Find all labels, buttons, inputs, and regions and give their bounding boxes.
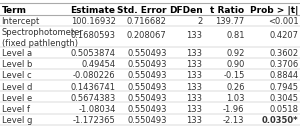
Text: 0.81: 0.81 [226, 30, 244, 40]
Text: Level g: Level g [2, 116, 32, 125]
Text: 0.4207: 0.4207 [269, 30, 298, 40]
Text: Level f: Level f [2, 105, 29, 114]
Text: 0.550493: 0.550493 [127, 60, 166, 69]
Text: 0.8844: 0.8844 [269, 71, 298, 80]
Text: 0.7945: 0.7945 [269, 83, 298, 92]
Text: -1.96: -1.96 [223, 105, 244, 114]
Text: 0.550493: 0.550493 [127, 94, 166, 103]
Text: 0.0518: 0.0518 [269, 105, 298, 114]
Text: Estimate: Estimate [70, 6, 116, 15]
Text: 139.77: 139.77 [215, 17, 244, 26]
Text: 0.92: 0.92 [226, 49, 244, 58]
Text: 133: 133 [187, 83, 202, 92]
Text: 0.550493: 0.550493 [127, 71, 166, 80]
Text: 100.16932: 100.16932 [70, 17, 116, 26]
Text: Prob > |t|: Prob > |t| [250, 6, 298, 15]
Text: t Ratio: t Ratio [210, 6, 244, 15]
Text: Term: Term [2, 6, 26, 15]
Text: Level d: Level d [2, 83, 32, 92]
Text: Level c: Level c [2, 71, 31, 80]
Text: 0.0350*: 0.0350* [262, 116, 298, 125]
Text: 0.550493: 0.550493 [127, 49, 166, 58]
Text: 133: 133 [187, 94, 202, 103]
Text: Intercept: Intercept [2, 17, 40, 26]
Text: -1.172365: -1.172365 [73, 116, 116, 125]
Text: 133: 133 [187, 71, 202, 80]
Text: Level b: Level b [2, 60, 32, 69]
Text: <0.001: <0.001 [268, 17, 298, 26]
Text: 0.3045: 0.3045 [269, 94, 298, 103]
Text: 0.3602: 0.3602 [269, 49, 298, 58]
Text: -2.13: -2.13 [223, 116, 244, 125]
Text: 0.550493: 0.550493 [127, 105, 166, 114]
Text: 0.208067: 0.208067 [127, 30, 166, 40]
Text: 1.03: 1.03 [226, 94, 244, 103]
Text: 0.26: 0.26 [226, 83, 244, 92]
Text: 2: 2 [197, 17, 202, 26]
Text: 0.1436741: 0.1436741 [70, 83, 116, 92]
Text: 0.550493: 0.550493 [127, 116, 166, 125]
Text: Level e: Level e [2, 94, 32, 103]
Text: 0.49454: 0.49454 [81, 60, 116, 69]
Text: DFDen: DFDen [169, 6, 203, 15]
Text: Std. Error: Std. Error [117, 6, 166, 15]
Text: 0.3706: 0.3706 [269, 60, 298, 69]
Text: Level a: Level a [2, 49, 31, 58]
Text: -1.08034: -1.08034 [78, 105, 116, 114]
Text: 0.1680593: 0.1680593 [70, 30, 116, 40]
Text: 133: 133 [187, 60, 202, 69]
Text: 133: 133 [187, 116, 202, 125]
Text: -0.080226: -0.080226 [73, 71, 116, 80]
Text: 0.90: 0.90 [226, 60, 244, 69]
Text: 133: 133 [187, 49, 202, 58]
Text: Spectrophotometer
(fixed pathlength): Spectrophotometer (fixed pathlength) [2, 28, 83, 48]
Text: 133: 133 [187, 30, 202, 40]
Text: 0.5674383: 0.5674383 [70, 94, 116, 103]
Text: 0.5053874: 0.5053874 [70, 49, 116, 58]
Text: 133: 133 [187, 105, 202, 114]
Text: -0.15: -0.15 [223, 71, 244, 80]
Text: 0.716682: 0.716682 [127, 17, 166, 26]
Text: 0.550493: 0.550493 [127, 83, 166, 92]
